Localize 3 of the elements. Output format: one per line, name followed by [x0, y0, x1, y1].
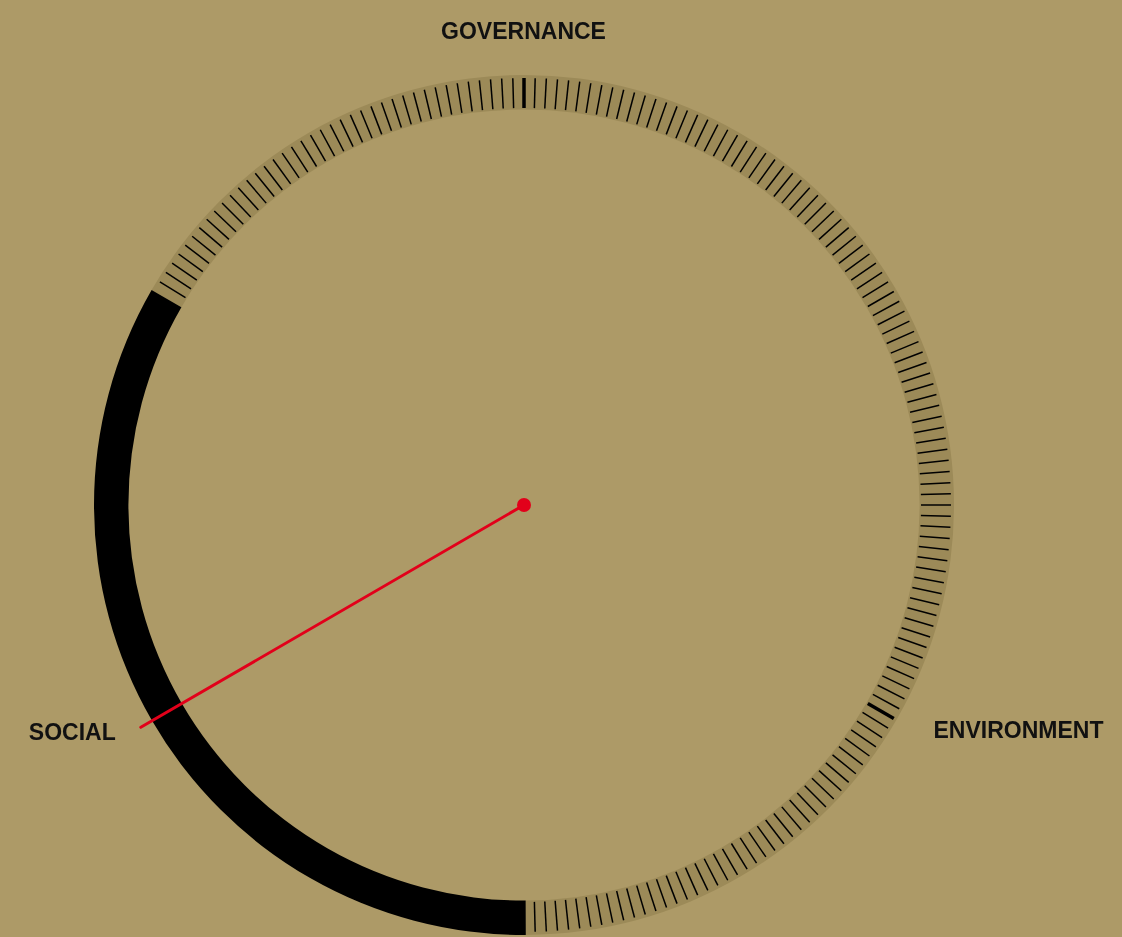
slice-label: GOVERNANCE: [441, 18, 606, 45]
slice-label: ENVIRONMENT: [933, 717, 1104, 744]
slice-label: SOCIAL: [28, 719, 116, 746]
